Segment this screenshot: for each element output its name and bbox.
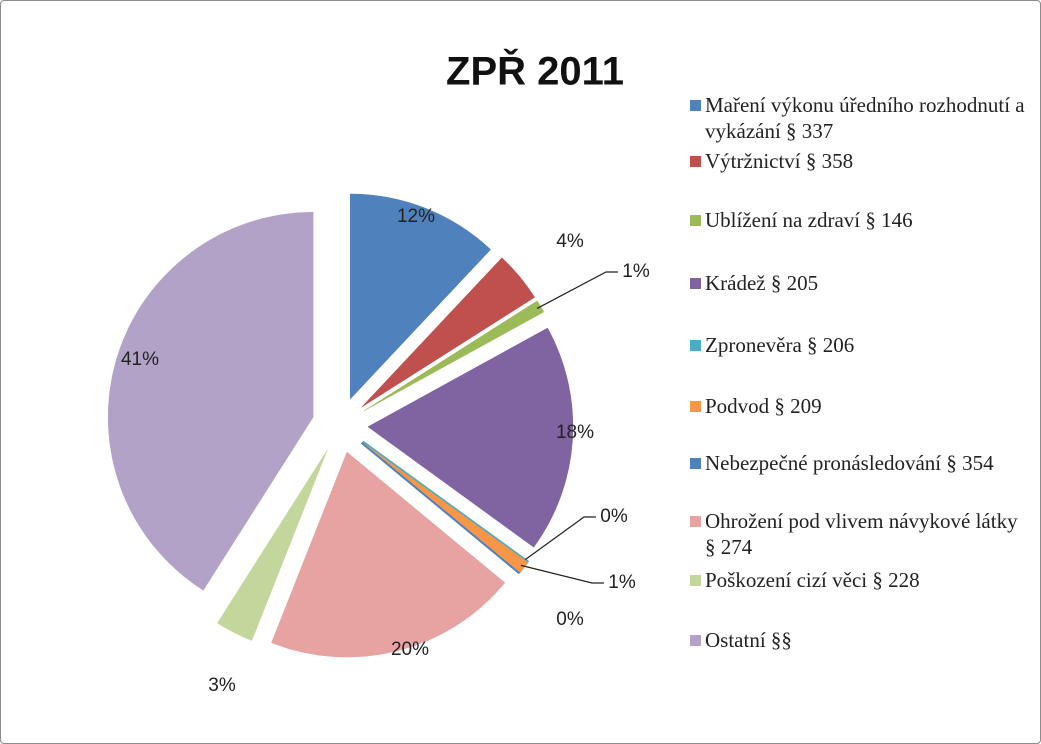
data-label: 0%	[556, 609, 584, 630]
leader-line	[520, 564, 604, 584]
legend-label: Zpronevěra § 206	[705, 333, 855, 357]
legend-label: Nebezpečné pronásledování § 354	[705, 451, 994, 475]
data-label: 1%	[622, 261, 650, 282]
legend-swatch	[689, 99, 702, 112]
pie-slice	[361, 257, 536, 408]
data-label: 18%	[556, 422, 594, 443]
legend-entry: Zpronevěra § 206	[689, 332, 1025, 358]
legend-label: Výtržnictví § 358	[705, 149, 854, 173]
pie-slice	[362, 440, 530, 563]
legend-entry: Krádež § 205	[689, 270, 1025, 296]
legend-swatch	[689, 155, 702, 168]
chart-title: ZPŘ 2011	[446, 48, 624, 94]
legend-swatch	[689, 339, 702, 352]
legend-label: Krádež § 205	[705, 271, 819, 295]
data-label: 12%	[397, 206, 435, 227]
data-label: 20%	[391, 639, 429, 660]
legend-label: Ostatní §§	[705, 628, 792, 652]
pie-slice	[271, 451, 506, 658]
legend-label: Ohrožení pod vlivem návykové látky § 274	[705, 509, 1018, 559]
legend-swatch	[689, 214, 702, 227]
pie-slice	[350, 193, 491, 400]
data-label: 3%	[208, 675, 236, 696]
data-label: 41%	[121, 349, 159, 370]
data-label: 1%	[608, 572, 636, 593]
legend-label: Ublížení na zdraví § 146	[705, 208, 913, 232]
data-label: 4%	[556, 231, 584, 252]
legend-entry: Ostatní §§	[689, 627, 1025, 653]
leader-line	[536, 271, 618, 309]
legend-entry: Podvod § 209	[689, 393, 1025, 419]
leader-line	[524, 516, 596, 561]
pie-slice	[217, 449, 328, 641]
legend-entry: Ohrožení pod vlivem návykové látky § 274	[689, 508, 1025, 560]
pie-slice	[107, 211, 314, 591]
legend-swatch	[689, 515, 702, 528]
legend-swatch	[689, 277, 702, 290]
legend-entry: Poškození cizí věci § 228	[689, 567, 1025, 593]
data-label: 0%	[600, 506, 628, 527]
legend-swatch	[689, 400, 702, 413]
legend-entry: Nebezpečné pronásledování § 354	[689, 450, 1025, 476]
legend-label: Maření výkonu úředního rozhodnutí a vyká…	[705, 93, 1025, 143]
legend-entry: Ublížení na zdraví § 146	[689, 207, 1025, 233]
legend-label: Podvod § 209	[705, 394, 822, 418]
legend-swatch	[689, 457, 702, 470]
legend-entry: Výtržnictví § 358	[689, 148, 1025, 174]
legend-swatch	[689, 634, 702, 647]
legend-entry: Maření výkonu úředního rozhodnutí a vyká…	[689, 92, 1025, 144]
legend-label: Poškození cizí věci § 228	[705, 568, 920, 592]
legend-swatch	[689, 574, 702, 587]
pie-slice	[367, 327, 574, 548]
